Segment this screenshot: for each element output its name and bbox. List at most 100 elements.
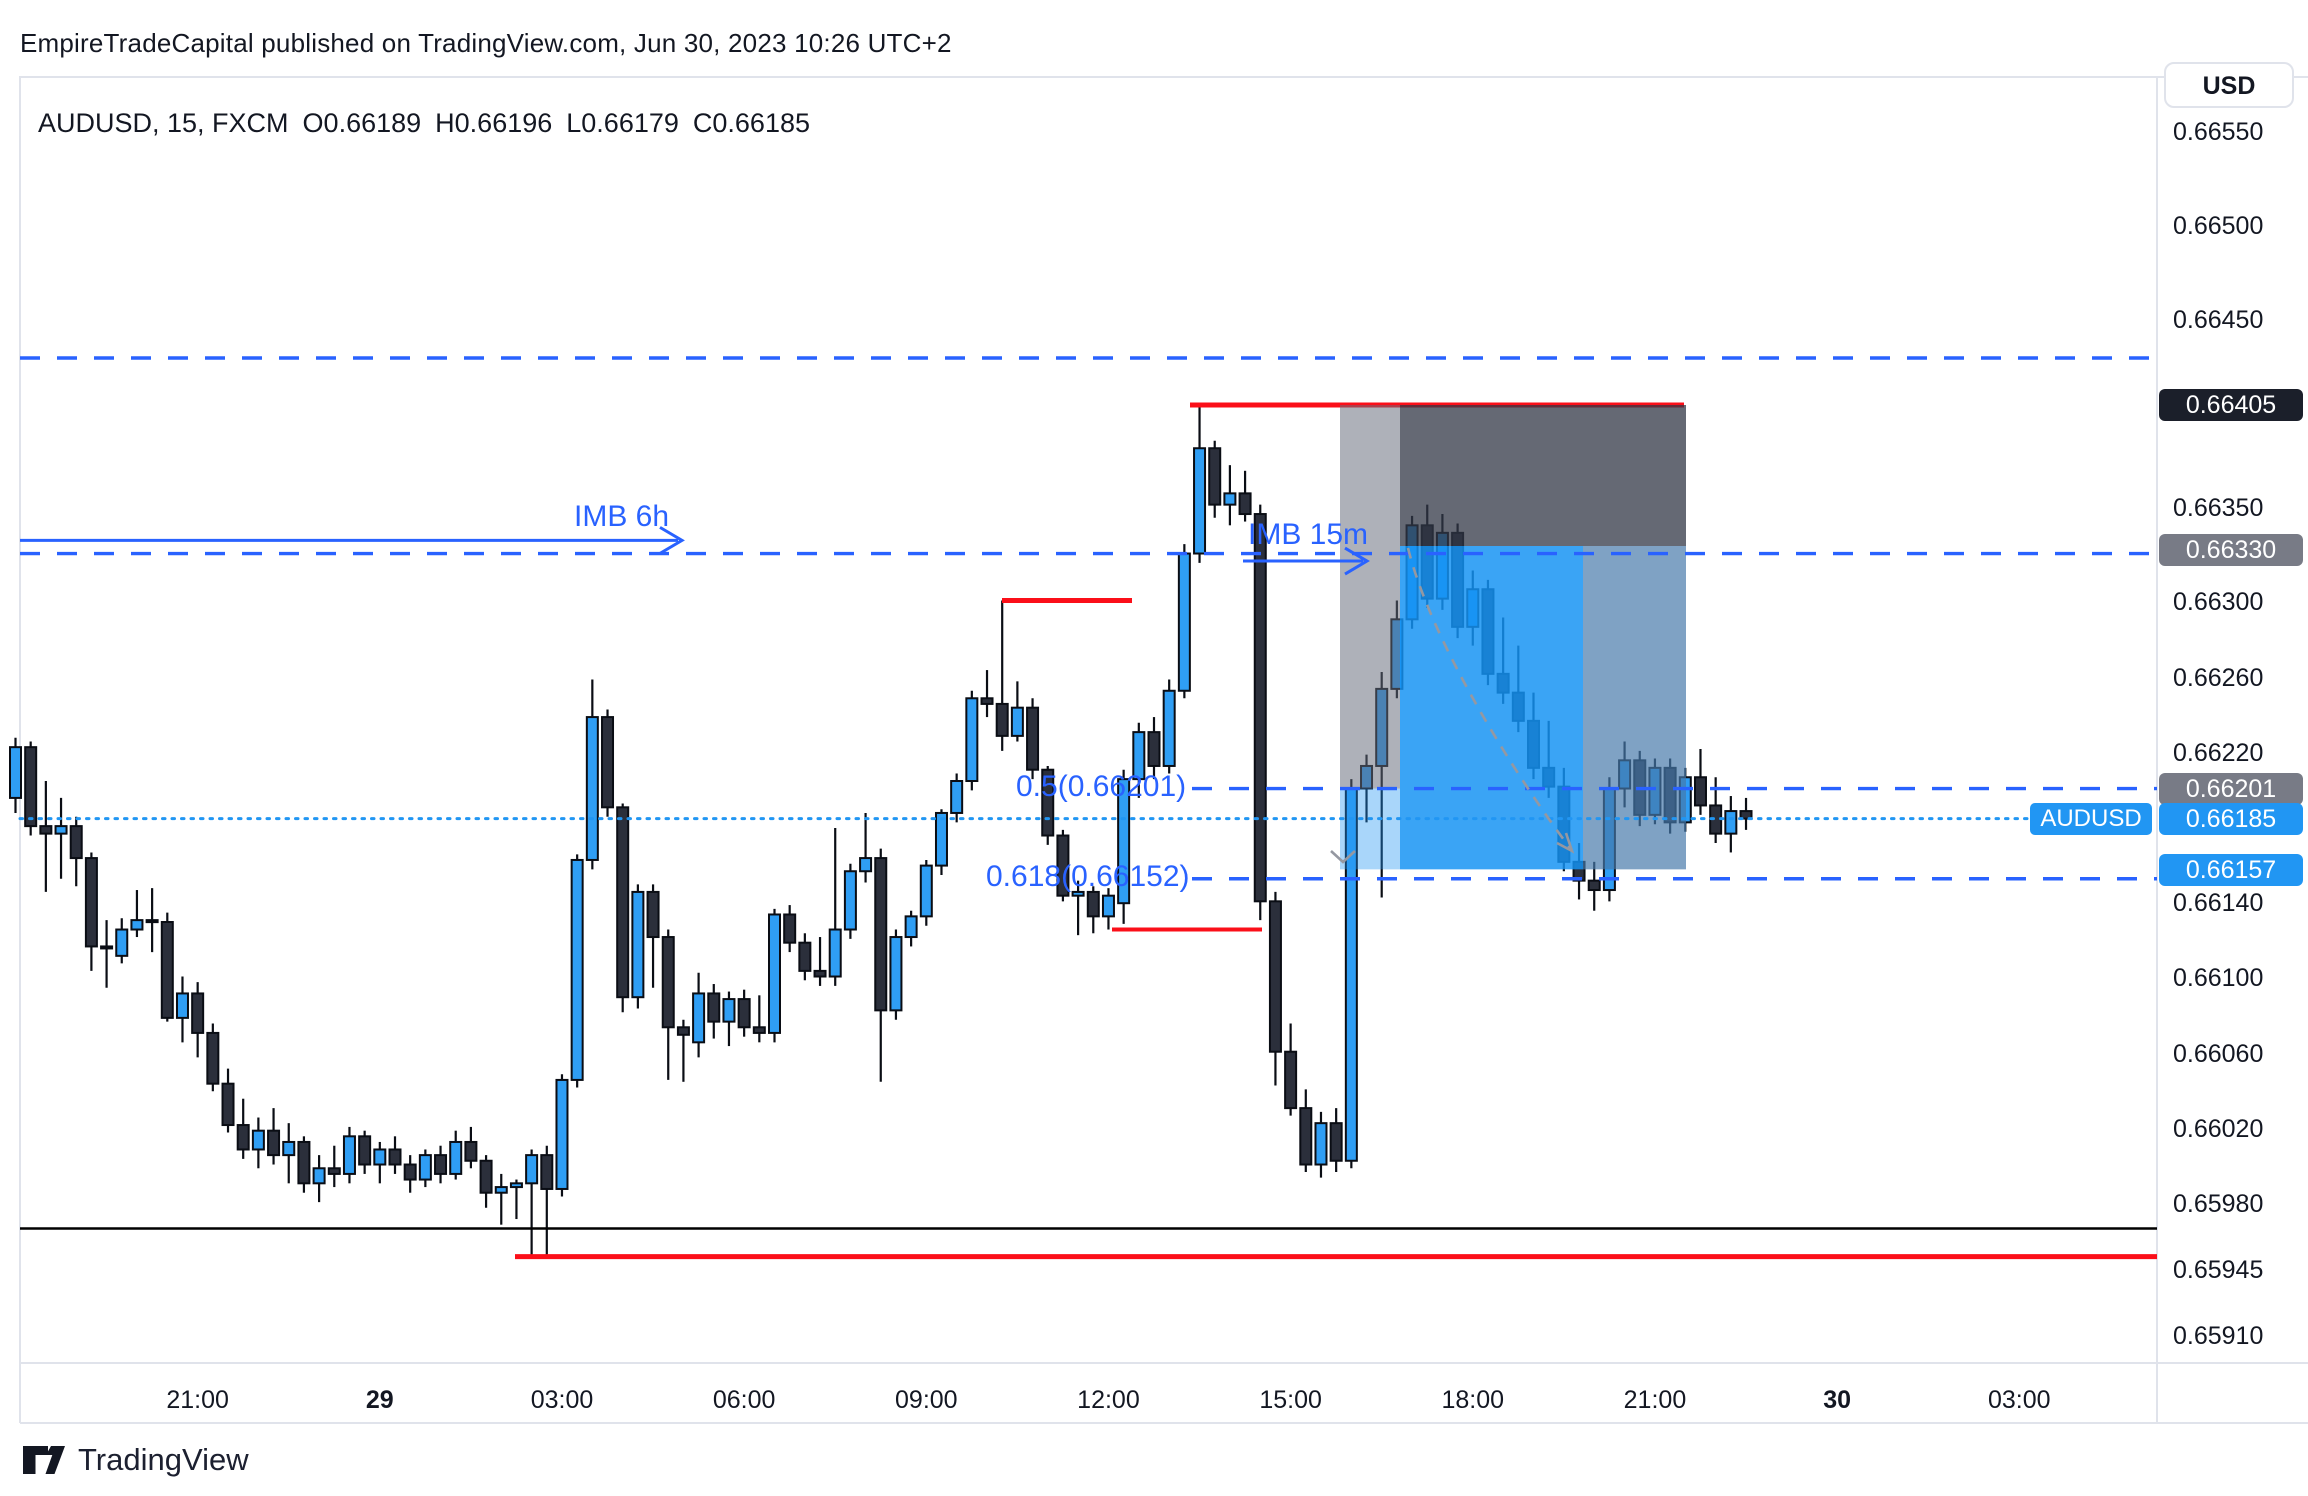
imb-6h-arrow-head: [659, 526, 685, 555]
candle: [934, 811, 948, 867]
candle: [1010, 706, 1024, 737]
imb-6h-label[interactable]: IMB 6h: [574, 500, 670, 533]
candle: [1238, 492, 1252, 516]
price-tick: 0.66100: [2173, 964, 2264, 993]
candle: [859, 857, 873, 873]
candle: [737, 998, 751, 1029]
price-tick: 0.66140: [2173, 889, 2264, 918]
projection-arrowhead: [1556, 832, 1575, 854]
candle: [783, 913, 797, 944]
candle: [479, 1159, 493, 1194]
candle: [540, 1154, 554, 1190]
pane-border-top: [20, 76, 2308, 78]
candle: [342, 1135, 356, 1175]
candle: [1071, 890, 1085, 897]
candle: [995, 702, 1009, 737]
candle: [1041, 768, 1055, 837]
candle: [464, 1140, 478, 1162]
candle: [585, 716, 599, 861]
candle: [373, 1148, 387, 1166]
price-badge-066201: 0.66201: [2159, 772, 2303, 805]
time-label-1500: 15:00: [1259, 1386, 1322, 1414]
candle: [9, 746, 22, 799]
candle: [69, 825, 83, 860]
candle: [509, 1182, 523, 1189]
candle: [251, 1129, 265, 1151]
candle: [327, 1167, 341, 1175]
supply-zone-main[interactable]: [1400, 405, 1686, 546]
time-label-0300: 03:00: [530, 1386, 594, 1414]
candle: [646, 890, 660, 939]
imb-15m-arrow-head: [1344, 546, 1370, 576]
price-tick: 0.66060: [2173, 1039, 2264, 1068]
time-label-29: 29: [365, 1386, 394, 1414]
candle: [403, 1163, 417, 1181]
candle: [145, 919, 159, 924]
candle: [1268, 900, 1282, 1053]
candle: [1253, 513, 1267, 903]
pane-border-bottom: [20, 1362, 2308, 1364]
price-tick: 0.65910: [2173, 1321, 2264, 1350]
candle: [1101, 894, 1115, 918]
candle: [175, 992, 189, 1019]
price-badge-066330: 0.66330: [2159, 533, 2303, 566]
currency-axis-button[interactable]: USD: [2164, 62, 2294, 108]
fib-0618-label[interactable]: 0.618(0.66152): [986, 860, 1190, 893]
candle: [601, 716, 615, 809]
chart-legend[interactable]: AUDUSD, 15, FXCM O0.66189 H0.66196 L0.66179…: [38, 108, 838, 139]
candle: [236, 1124, 250, 1151]
candle: [206, 1031, 220, 1085]
imb-15m-label[interactable]: IMB 15m: [1248, 518, 1369, 551]
legend-symbol[interactable]: AUDUSD, 15, FXCM: [38, 108, 289, 138]
candle: [160, 921, 174, 1019]
candle: [1693, 776, 1707, 807]
demand-zone-right[interactable]: [1583, 546, 1686, 870]
legend-ohlc: O0.66189 H0.66196 L0.66179 C0.66185: [303, 108, 824, 138]
candle: [631, 890, 645, 999]
candle: [889, 936, 903, 1012]
time-label-0900: 09:00: [895, 1386, 958, 1414]
candle: [100, 945, 114, 950]
candle: [1314, 1122, 1328, 1166]
candle: [39, 825, 53, 835]
time-label-2100: 21:00: [1623, 1386, 1687, 1414]
legend-l-value: L0.66179: [566, 108, 679, 138]
candle: [874, 857, 888, 1012]
fib-05-label[interactable]: 0.5(0.66201): [1016, 770, 1187, 803]
candle: [54, 825, 68, 835]
candle: [1086, 890, 1100, 918]
price-tick: 0.66450: [2173, 306, 2264, 335]
time-label-0300: 03:00: [1987, 1386, 2051, 1414]
candle: [434, 1154, 448, 1175]
candle: [312, 1167, 326, 1185]
published-header: EmpireTradeCapital published on TradingV…: [20, 28, 952, 58]
price-tick: 0.66550: [2173, 118, 2264, 147]
candle: [1724, 810, 1738, 835]
price-badge-066185: 0.66185: [2159, 802, 2303, 835]
projection-dashed-arrow[interactable]: [1406, 547, 1572, 849]
price-badge-066157: 0.66157: [2159, 854, 2303, 887]
legend-o-value: O0.66189: [302, 108, 422, 138]
candle: [418, 1154, 432, 1181]
tradingview-logo[interactable]: TradingView: [22, 1442, 249, 1478]
candle: [267, 1129, 281, 1157]
candle: [828, 928, 842, 978]
ticker-price-tag[interactable]: AUDUSD: [2030, 802, 2152, 835]
price-tick: 0.66300: [2173, 588, 2264, 617]
supply-zone-left[interactable]: [1340, 405, 1400, 789]
time-axis-border: [20, 1422, 2308, 1424]
candle: [494, 1186, 508, 1194]
price-tick: 0.66350: [2173, 494, 2264, 523]
candle: [661, 936, 675, 1029]
candle: [1284, 1050, 1298, 1110]
candle: [1117, 778, 1131, 905]
demand-zone-main[interactable]: [1400, 546, 1583, 870]
price-tick: 0.66500: [2173, 212, 2264, 241]
tradingview-logo-text: TradingView: [78, 1442, 249, 1477]
legend-c-value: C0.66185: [692, 108, 810, 138]
candle: [555, 1078, 569, 1190]
candle: [297, 1140, 311, 1185]
candle: [965, 697, 979, 783]
candle: [1208, 447, 1222, 506]
